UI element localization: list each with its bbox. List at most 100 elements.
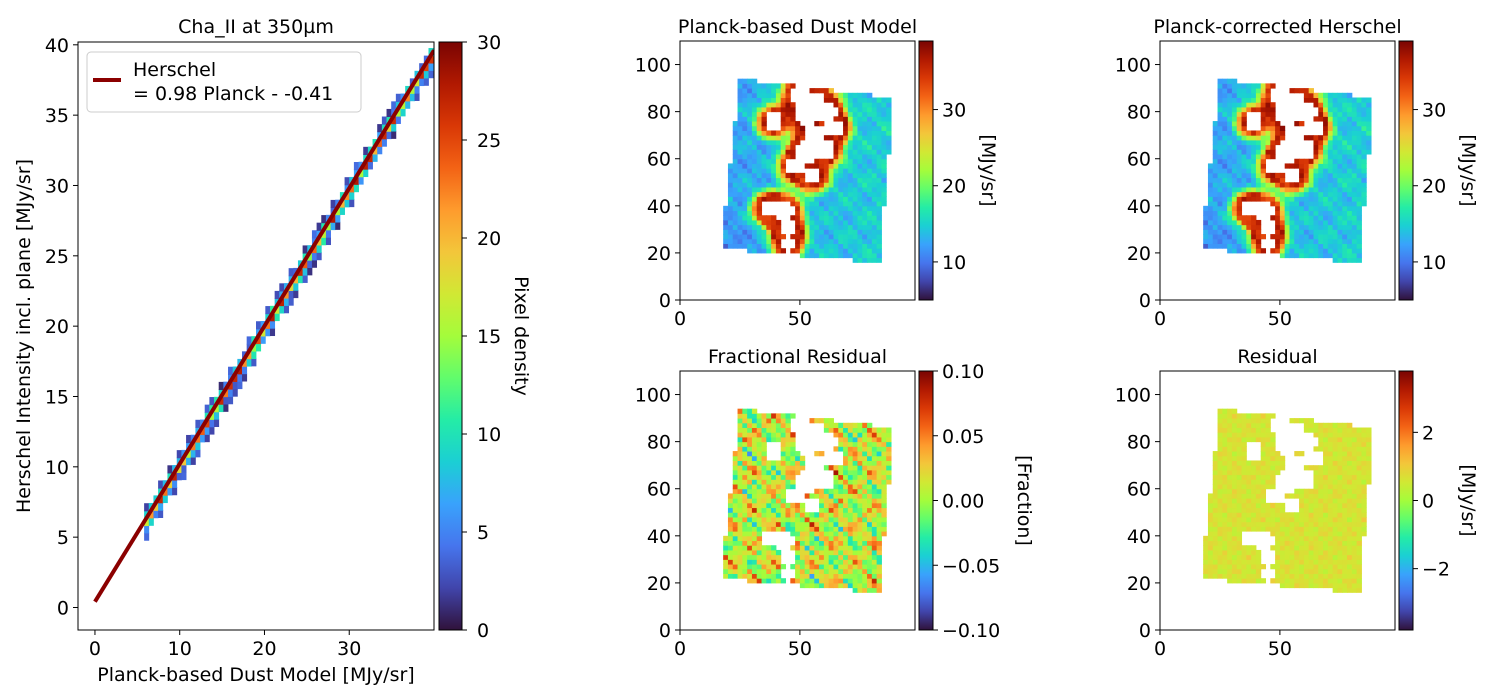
map-pixel [780, 465, 787, 471]
map-pixel [1323, 196, 1329, 202]
map-pixel [737, 498, 743, 504]
map-pixel [795, 559, 801, 565]
map-pixel [727, 224, 734, 230]
map-pixel [727, 229, 734, 235]
map-pixel [737, 540, 743, 546]
map-pixel [1327, 559, 1334, 565]
map-pixel [843, 498, 849, 504]
map-pixel [1337, 205, 1343, 212]
map-pixel [1318, 172, 1324, 179]
map-pixel [747, 418, 753, 424]
map-pixel [766, 422, 772, 429]
map-pixel [857, 163, 863, 169]
map-pixel [1241, 484, 1247, 490]
map-pixel [1332, 154, 1338, 160]
map-pixel [780, 526, 787, 532]
density-cell [242, 358, 248, 367]
map-pixel [1260, 172, 1267, 179]
map-pixel [1356, 587, 1362, 593]
map-pixel [833, 516, 839, 523]
map-pixel [1356, 248, 1362, 254]
map-pixel [1241, 578, 1247, 584]
map-pixel [1203, 205, 1209, 212]
density-cell [274, 290, 280, 300]
map-pixel [799, 465, 806, 471]
map-pixel [1342, 446, 1348, 452]
map-pixel [1251, 573, 1257, 579]
map-pixel [1251, 139, 1257, 146]
map-pixel [886, 139, 892, 146]
map-pixel [1318, 545, 1324, 551]
density-cell [158, 480, 164, 489]
map-pixel [852, 582, 858, 589]
map-pixel [1241, 521, 1247, 527]
map-pixel [886, 106, 892, 113]
map-pixel [828, 219, 834, 226]
map-pixel [1337, 116, 1343, 122]
map-pixel [1361, 130, 1367, 136]
map-pixel [1361, 451, 1367, 457]
map-pixel [1313, 465, 1319, 471]
map-pixel [1217, 201, 1223, 207]
y-tick-label: 100 [1115, 55, 1151, 77]
colorbar-tick-label: 30 [942, 100, 966, 122]
density-cell [405, 93, 411, 102]
map-pixel [1241, 135, 1247, 141]
map-pixel [1303, 215, 1310, 221]
map-pixel [1332, 121, 1338, 127]
map-pixel [723, 573, 729, 579]
map-pixel [847, 554, 854, 560]
map-pixel [1260, 121, 1267, 127]
map-pixel [1356, 252, 1362, 259]
map-pixel [1327, 149, 1334, 155]
map-pixel [1323, 451, 1329, 457]
map-pixel [1294, 196, 1300, 202]
map-pixel [847, 224, 854, 230]
map-pixel [1323, 549, 1329, 556]
map-pixel [1265, 88, 1271, 94]
map-pixel [1275, 568, 1281, 574]
map-pixel [823, 196, 830, 202]
map-pixel [751, 205, 758, 212]
map-pixel [775, 507, 782, 513]
map-pixel [799, 573, 806, 579]
map-pixel [1361, 446, 1367, 452]
map-pixel [881, 521, 887, 527]
map-pixel [1323, 248, 1329, 254]
map-pixel [1347, 196, 1353, 202]
map-pixel [876, 498, 882, 504]
map-pixel [833, 573, 839, 579]
density-cell [218, 381, 224, 391]
map-pixel [742, 451, 748, 457]
map-pixel [1332, 248, 1338, 254]
colorbar-tick-label: 5 [477, 522, 489, 544]
map-pixel [742, 460, 748, 466]
map-pixel [867, 182, 873, 188]
map-pixel [847, 163, 854, 169]
map-pixel [1255, 507, 1262, 513]
map-pixel [847, 540, 854, 546]
map-pixel [1227, 465, 1233, 471]
map-pixel [761, 436, 767, 443]
map-pixel [799, 549, 806, 556]
map-pixel [881, 436, 887, 443]
map-pixel [1275, 507, 1281, 513]
map-pixel [766, 158, 772, 164]
map-pixel [852, 564, 858, 570]
map-pixel [1236, 484, 1243, 490]
map-pixel [1342, 106, 1348, 113]
map-pixel [747, 531, 753, 537]
map-pixel [1251, 460, 1257, 466]
map-pixel [742, 116, 748, 122]
density-cell [344, 191, 350, 201]
map-pixel [1318, 474, 1324, 480]
map-pixel [737, 469, 743, 476]
map-pixel [1366, 102, 1372, 108]
map-pixel [828, 427, 834, 433]
map-pixel [1227, 474, 1233, 480]
map-pixel [799, 582, 806, 589]
map-pixel [838, 554, 844, 560]
map-pixel [852, 210, 858, 216]
map-pixel [843, 215, 849, 221]
map-pixel [766, 427, 772, 433]
